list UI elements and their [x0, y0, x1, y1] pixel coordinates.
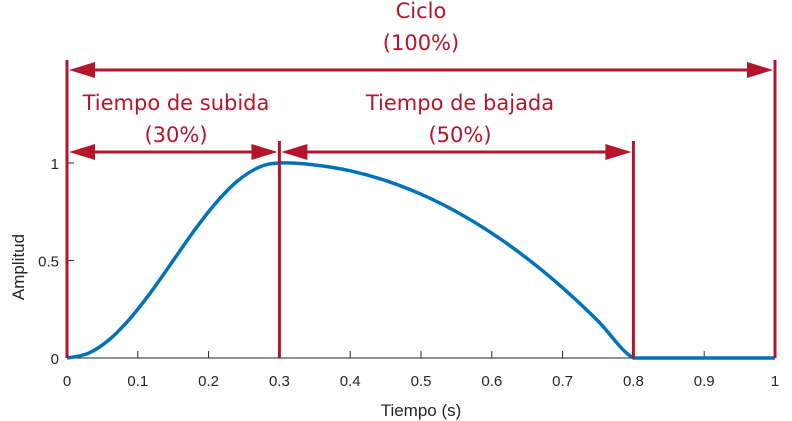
bajada-percent: (50%): [428, 123, 491, 147]
x-tick-label: 0.1: [127, 373, 148, 390]
x-tick-label: 0: [63, 373, 71, 390]
subida-label: Tiempo de subida: [82, 91, 270, 115]
y-tick-label: 1: [51, 156, 59, 173]
bajada-label: Tiempo de bajada: [365, 91, 554, 115]
annotations: [65, 60, 777, 358]
ciclo-percent: (100%): [383, 31, 459, 55]
x-tick-label: 0.4: [340, 373, 361, 390]
subida-arrow-head-left: [69, 144, 95, 160]
subida-percent: (30%): [144, 123, 207, 147]
x-tick-label: 0.5: [411, 373, 432, 390]
x-tick-label: 0.2: [198, 373, 219, 390]
bajada-arrow-head-right: [605, 144, 632, 160]
x-tick-label: 0.3: [269, 373, 290, 390]
y-axis-label: Amplitud: [9, 234, 28, 300]
x-tick-label: 0.9: [694, 373, 715, 390]
x-tick-label: 0.8: [623, 373, 644, 390]
bajada-arrow-head-left: [281, 144, 308, 160]
y-ticks: 00.51: [38, 156, 74, 368]
ciclo-label: Ciclo: [396, 0, 447, 23]
x-tick-label: 0.7: [552, 373, 573, 390]
series-line: [66, 161, 775, 360]
x-tick-label: 0.6: [481, 373, 502, 390]
x-axis-label: Tiempo (s): [381, 401, 462, 420]
y-tick-label: 0.5: [38, 254, 59, 271]
ciclo-arrow-head-left: [69, 62, 95, 78]
subida-arrow-head-right: [251, 144, 278, 160]
y-tick-label: 0: [51, 351, 59, 368]
axes: 0 0.1 0.2 0.3 0.4 0.5 0.6 0.7 0.8 0.9 1 00.51: [38, 156, 779, 390]
ciclo-arrow-head-right: [747, 62, 773, 78]
x-tick-label: 1: [771, 373, 779, 390]
